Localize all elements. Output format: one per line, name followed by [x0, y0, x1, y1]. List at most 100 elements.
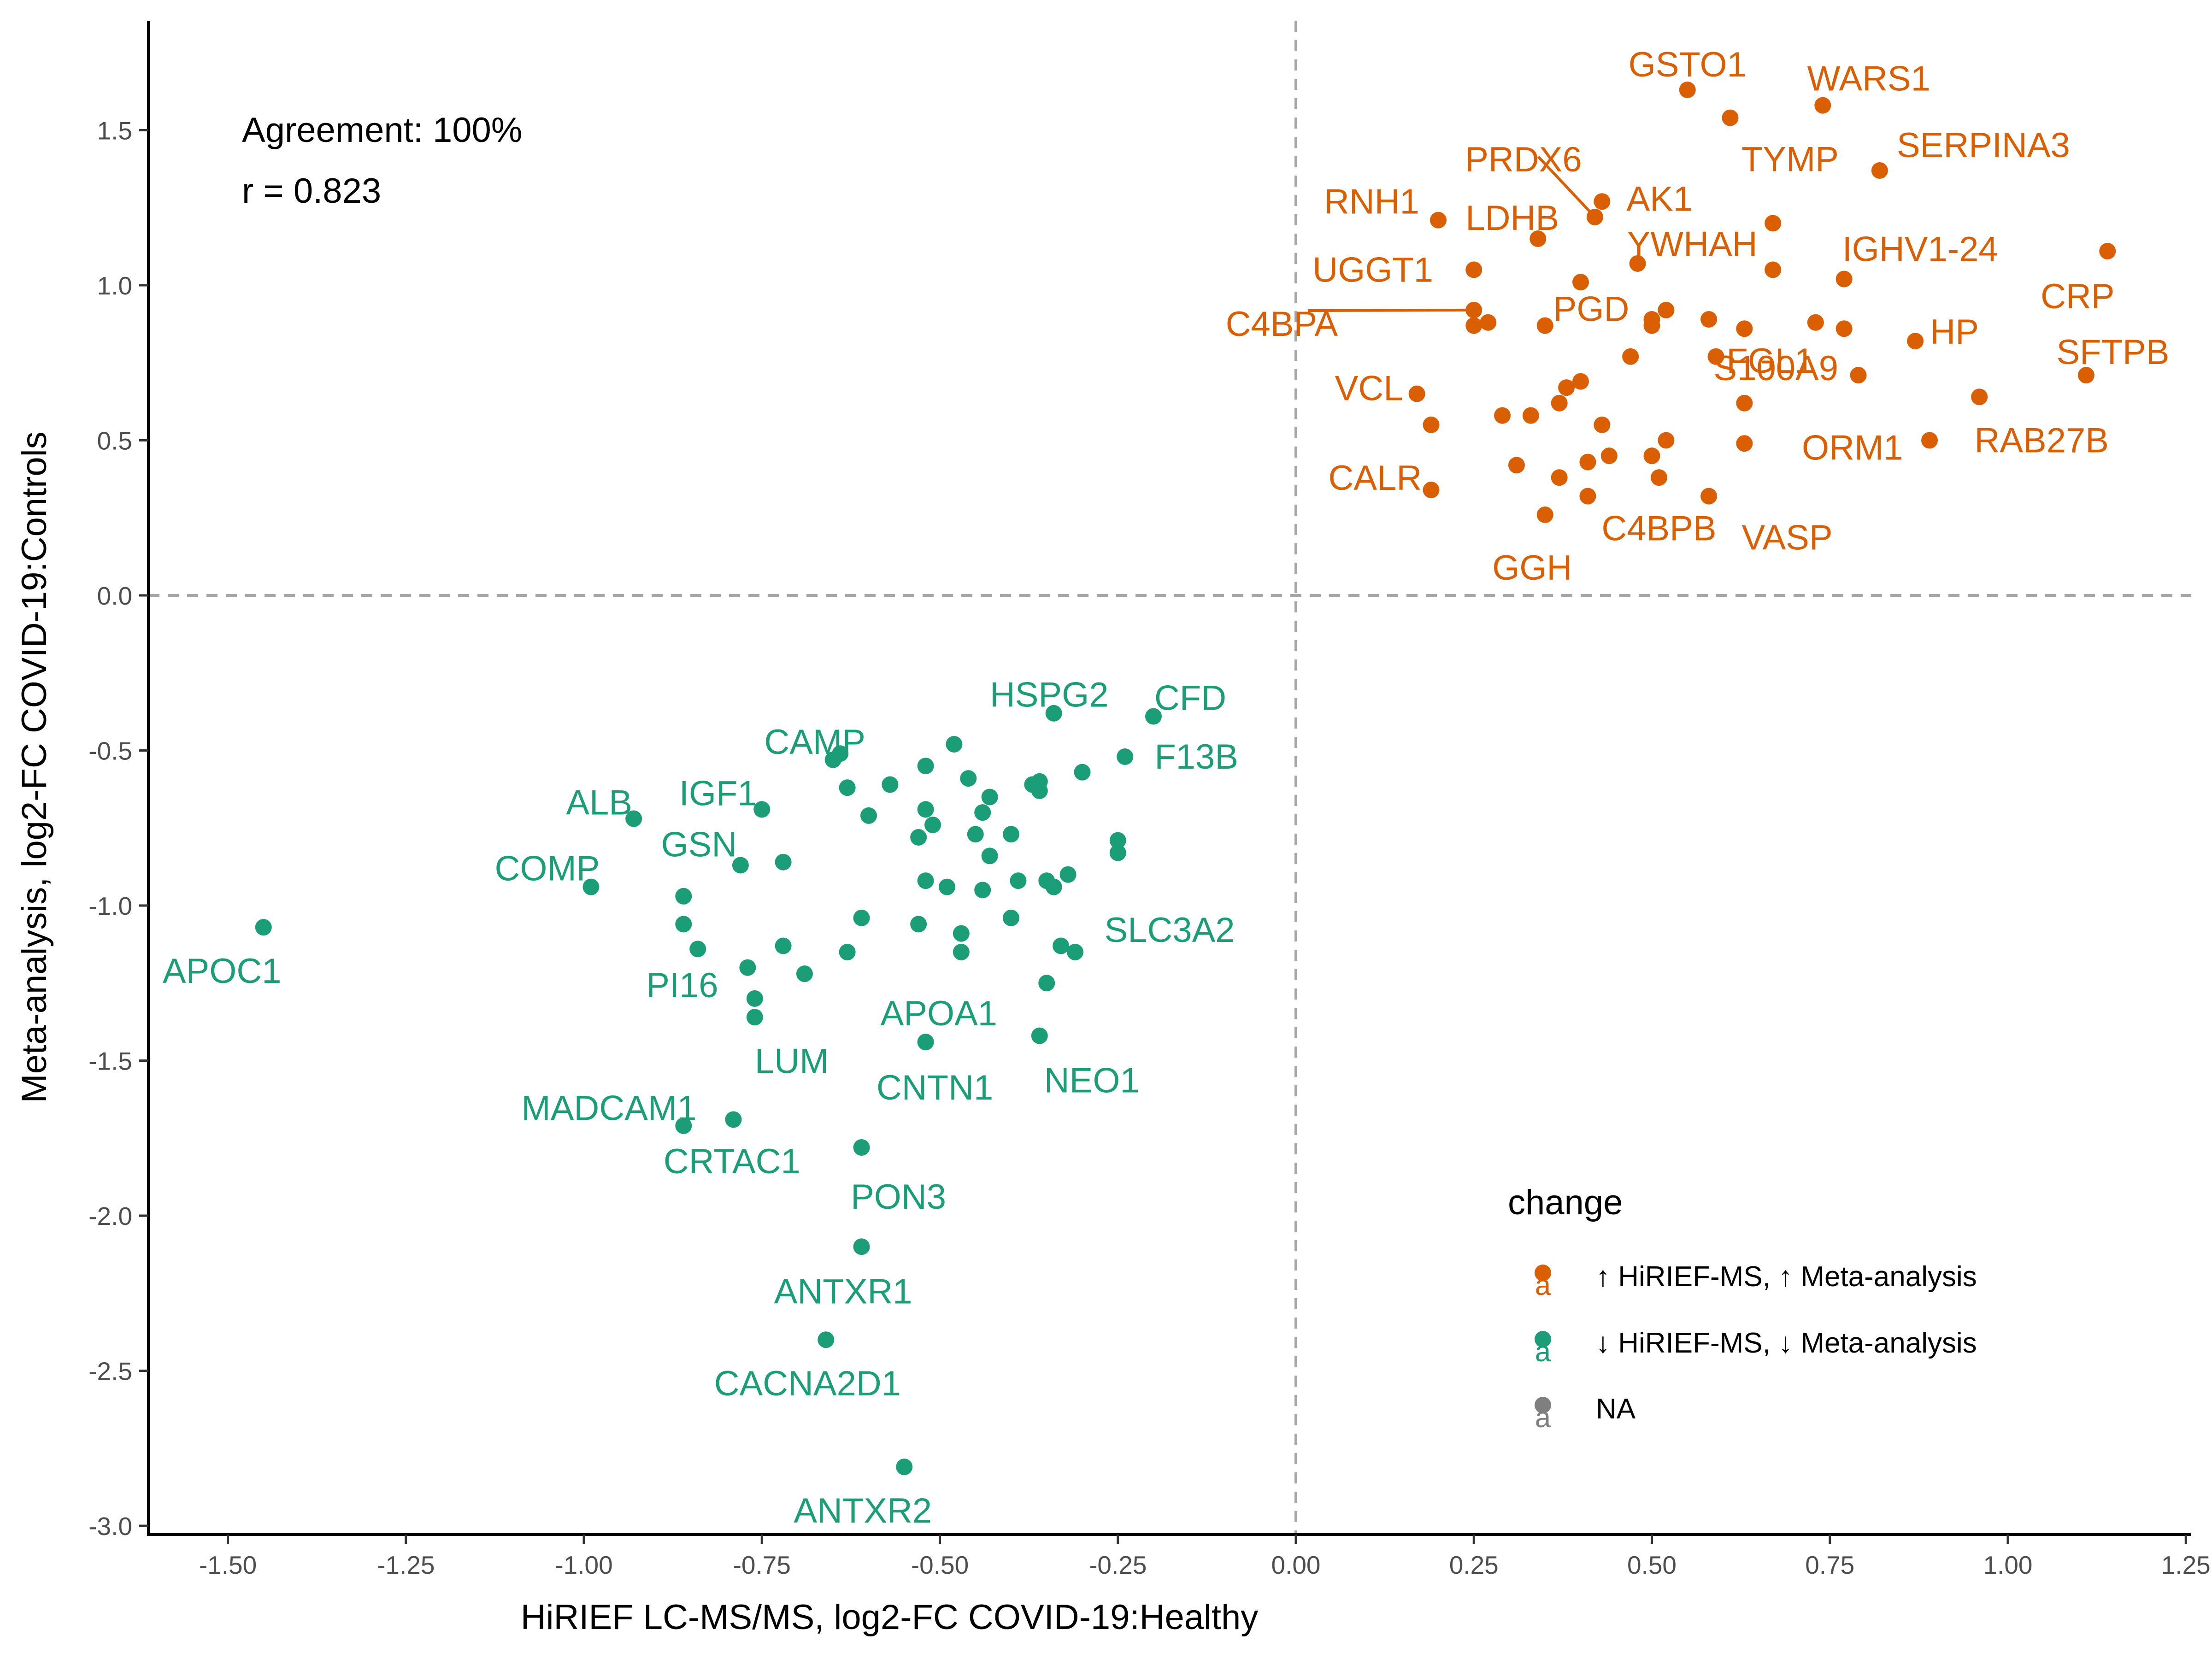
point-label-vcl: VCL	[1335, 369, 1403, 408]
legend-key-dot	[1535, 1397, 1551, 1413]
data-point	[1551, 469, 1568, 486]
legend-key-glyph: a	[1535, 1270, 1551, 1301]
data-point	[917, 1034, 934, 1051]
data-point	[775, 937, 792, 954]
data-point	[1835, 271, 1853, 288]
data-point	[1835, 320, 1853, 337]
data-point	[917, 872, 934, 889]
legend-title: change	[1508, 1183, 1623, 1222]
x-tick-label: -1.25	[377, 1551, 435, 1579]
data-points	[255, 82, 2116, 1476]
data-point	[981, 788, 998, 806]
data-point	[1629, 255, 1646, 272]
data-point	[917, 758, 934, 775]
data-point	[1003, 909, 1019, 926]
data-point	[1658, 301, 1675, 318]
point-label-ggh: GGH	[1492, 548, 1572, 588]
y-tick-label: -1.0	[88, 892, 132, 920]
x-tick-label: 0.00	[1271, 1551, 1320, 1579]
point-label-alb: ALB	[566, 783, 632, 823]
data-point	[725, 1111, 742, 1128]
data-point	[1658, 432, 1675, 449]
data-point	[1053, 937, 1070, 954]
data-point	[910, 916, 927, 933]
data-point	[946, 736, 963, 753]
data-point	[1508, 457, 1525, 474]
data-point	[1722, 109, 1739, 126]
data-point	[1700, 311, 1718, 328]
point-label-pi16: PI16	[646, 966, 718, 1005]
data-point	[689, 941, 706, 958]
data-point	[853, 909, 870, 926]
point-label-fgl1: FGL1	[1726, 341, 1814, 381]
point-label-orm1: ORM1	[1802, 429, 1903, 468]
point-label-crp: CRP	[2041, 277, 2114, 316]
data-point	[1480, 314, 1497, 331]
data-point	[1622, 348, 1639, 365]
x-tick-label: 0.75	[1805, 1551, 1854, 1579]
data-point	[1003, 826, 1019, 843]
data-point	[753, 801, 771, 818]
data-point	[1045, 878, 1062, 895]
point-label-apoc1: APOC1	[163, 952, 282, 991]
point-label-pon3: PON3	[851, 1177, 946, 1217]
data-point	[917, 801, 934, 818]
data-point	[1494, 407, 1511, 424]
data-point	[1031, 1027, 1048, 1044]
x-tick-label: 0.25	[1449, 1551, 1499, 1579]
data-point	[1600, 447, 1618, 465]
data-point	[1807, 314, 1824, 331]
point-label-tymp: TYMP	[1741, 140, 1839, 179]
data-point	[1643, 447, 1660, 465]
data-point	[1423, 416, 1440, 433]
data-point	[1572, 373, 1589, 390]
data-point	[1700, 488, 1718, 505]
y-tick-label: 0.0	[97, 582, 132, 610]
data-point	[860, 807, 877, 824]
legend-key-dot	[1535, 1331, 1551, 1347]
point-label-prdx6: PRDX6	[1465, 140, 1582, 179]
data-point	[1579, 453, 1596, 471]
legend: change aaa ↑ HiRIEF-MS, ↑ Meta-analysis …	[1508, 1183, 1977, 1434]
data-point	[2099, 242, 2116, 259]
data-point	[953, 925, 970, 942]
point-label-ak1: AK1	[1627, 179, 1693, 218]
point-label-comp: COMP	[494, 849, 600, 888]
legend-label-na: NA	[1596, 1393, 1636, 1425]
data-point	[739, 959, 756, 976]
data-point	[1536, 317, 1553, 334]
data-point	[839, 943, 856, 960]
point-label-sftpb: SFTPB	[2056, 333, 2169, 372]
data-point	[1594, 193, 1611, 210]
point-label-serpina3: SERPINA3	[1897, 126, 2070, 165]
data-point	[1430, 212, 1447, 229]
y-tick-label: -0.5	[88, 737, 132, 765]
data-point	[1465, 301, 1483, 318]
x-tick-label: -0.75	[733, 1551, 791, 1579]
point-label-s100a9: S100A9	[1714, 349, 1838, 388]
x-axis-title: HiRIEF LC-MS/MS, log2-FC COVID-19:Health…	[521, 1598, 1259, 1637]
data-point	[1010, 872, 1027, 889]
data-point	[1536, 506, 1553, 524]
point-label-ywhah: YWHAH	[1627, 224, 1758, 264]
point-label-slc3a2: SLC3A2	[1105, 911, 1235, 950]
legend-label-up: ↑ HiRIEF-MS, ↑ Meta-analysis	[1596, 1261, 1977, 1293]
data-point	[1679, 82, 1696, 99]
point-label-apoa1: APOA1	[881, 994, 997, 1033]
data-point	[882, 776, 899, 793]
x-tick-label: 1.00	[1983, 1551, 2032, 1579]
data-point	[1558, 379, 1575, 396]
point-label-hspg2: HSPG2	[990, 676, 1109, 715]
data-point	[1921, 432, 1938, 449]
data-point	[1707, 348, 1724, 365]
point-label-gsto1: GSTO1	[1629, 45, 1747, 84]
data-point	[1765, 215, 1782, 232]
data-point	[1045, 705, 1062, 722]
point-label-camp: CAMP	[764, 723, 865, 762]
y-tick-label: -2.0	[88, 1202, 132, 1230]
point-label-calr: CALR	[1329, 459, 1422, 498]
data-point	[981, 847, 998, 865]
data-point	[910, 829, 927, 846]
data-point	[1736, 435, 1753, 452]
